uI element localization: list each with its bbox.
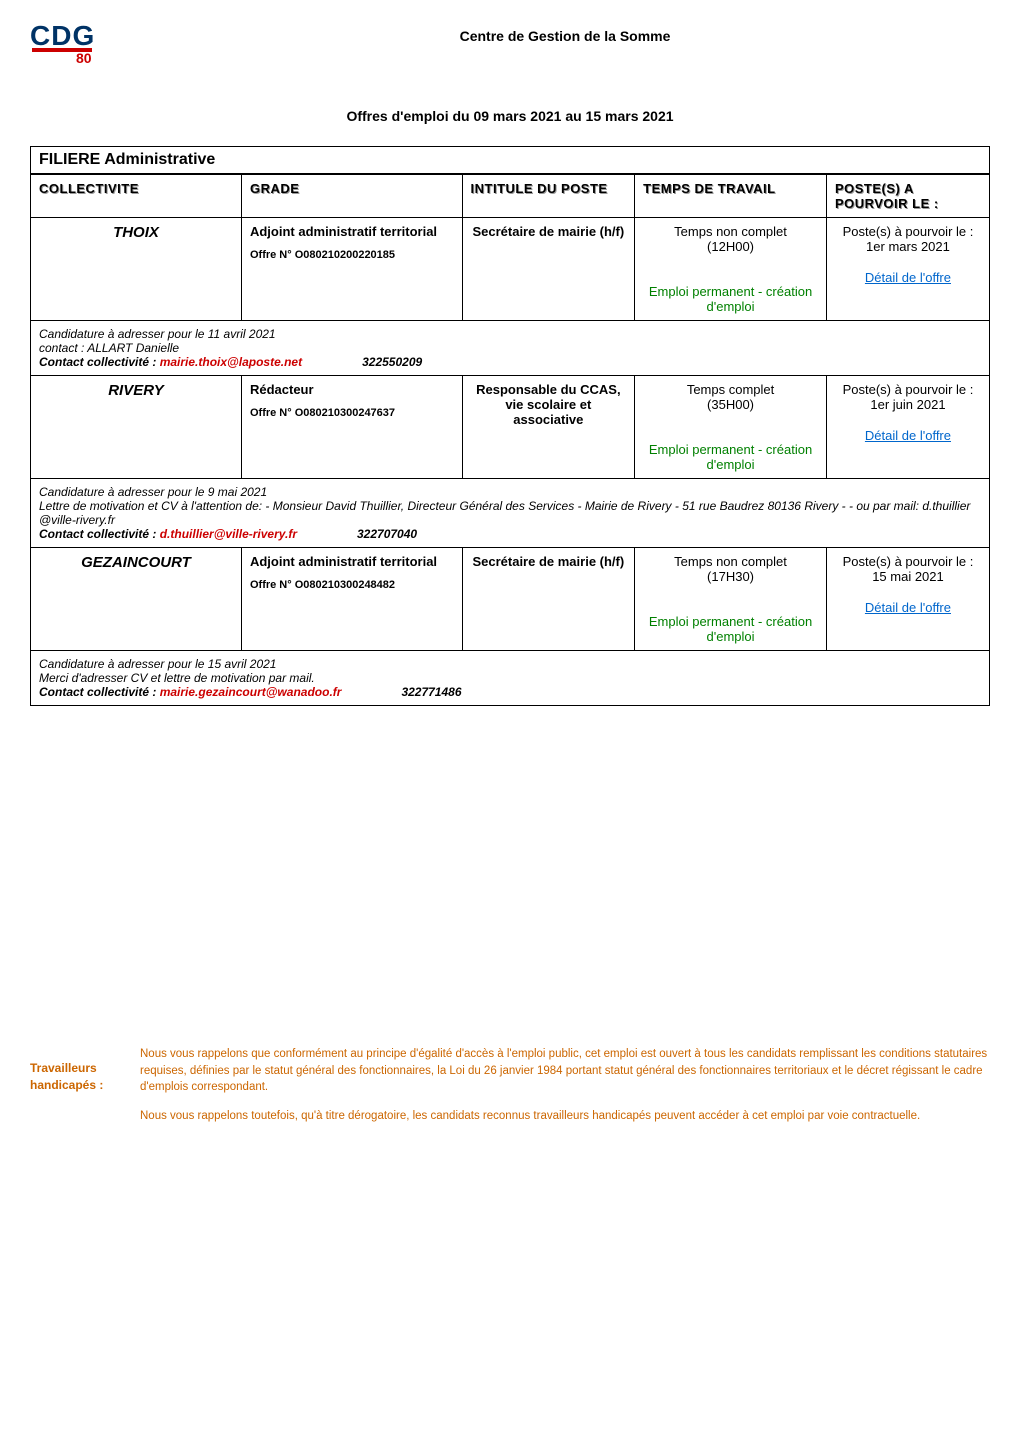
poste-cell: Poste(s) à pourvoir le :15 mai 2021 Détai… [826,548,989,651]
grade-title: Adjoint administratif territorial [250,224,454,239]
ref-code: 322707040 [357,527,417,541]
document-title: Centre de Gestion de la Somme [140,28,990,44]
logo-text: CDG [30,20,120,52]
candidature-cell: Candidature à adresser pour le 11 avril … [31,321,990,376]
contact-line: Contact collectivité : mairie.gezaincour… [39,685,981,699]
poste-info: Poste(s) à pourvoir le :1er mars 2021 [835,224,981,254]
ref-code: 322771486 [401,685,461,699]
offre-number: Offre N° O080210300248482 [250,579,454,591]
document-header: CDG 80 Centre de Gestion de la Somme [30,20,990,90]
footer-left-line2: handicapés : [30,1078,103,1092]
collectivite-cell: RIVERY [31,376,242,479]
candidature-row: Candidature à adresser pour le 11 avril … [31,321,990,376]
footer-para1: Nous vous rappelons que conformément au … [140,1046,990,1096]
candidature-deadline: Candidature à adresser pour le 9 mai 202… [39,485,981,499]
temps-text: Temps non complet(12H00) [643,224,818,254]
footer-left-line1: Travailleurs [30,1061,97,1075]
collectivite-cell: THOIX [31,218,242,321]
candidature-row: Candidature à adresser pour le 9 mai 202… [31,479,990,548]
ref-code: 322550209 [362,355,422,369]
poste-cell: Poste(s) à pourvoir le :1er juin 2021 Dét… [826,376,989,479]
detail-offre-link[interactable]: Détail de l'offre [835,600,981,615]
document-subtitle: Offres d'emploi du 09 mars 2021 au 15 ma… [30,108,990,124]
logo-sub: 80 [76,50,120,66]
intitule-cell: Secrétaire de mairie (h/f) [462,548,635,651]
temps-cell: Temps non complet(12H00) Emploi permanent… [635,218,827,321]
grade-cell: Rédacteur Offre N° O080210300247637 [241,376,462,479]
offre-number: Offre N° O080210300247637 [250,407,454,419]
col-poste: POSTE(S) A POURVOIR LE : [826,175,989,218]
col-grade: GRADE [241,175,462,218]
contact-line: Contact collectivité : mairie.thoix@lapo… [39,355,981,369]
collectivite-cell: GEZAINCOURT [31,548,242,651]
grade-cell: Adjoint administratif territorial Offre N… [241,218,462,321]
contact-line: Contact collectivité : d.thuillier@ville… [39,527,981,541]
footer-left-label: Travailleurs handicapés : [30,1046,140,1094]
col-intitule: INTITULE DU POSTE [462,175,635,218]
emploi-permanent-text: Emploi permanent - création d'emploi [643,284,818,314]
job-row: RIVERY Rédacteur Offre N° O080210300247637… [31,376,990,479]
temps-text: Temps non complet(17H30) [643,554,818,584]
contact-email: mairie.thoix@laposte.net [160,355,302,369]
footer-para2: Nous vous rappelons toutefois, qu'à titr… [140,1108,990,1125]
col-temps: TEMPS DE TRAVAIL [635,175,827,218]
footer-right-text: Nous vous rappelons que conformément au … [140,1046,990,1137]
table-header-row: COLLECTIVITE GRADE INTITULE DU POSTE TEM… [31,175,990,218]
footer-block: Travailleurs handicapés : Nous vous rapp… [30,1046,990,1137]
emploi-permanent-text: Emploi permanent - création d'emploi [643,442,818,472]
contact-email: mairie.gezaincourt@wanadoo.fr [160,685,342,699]
poste-info: Poste(s) à pourvoir le :15 mai 2021 [835,554,981,584]
candidature-deadline: Candidature à adresser pour le 15 avril … [39,657,981,671]
grade-title: Rédacteur [250,382,454,397]
filiere-heading: FILIERE Administrative [30,146,990,174]
temps-cell: Temps complet(35H00) Emploi permanent - c… [635,376,827,479]
candidature-cell: Candidature à adresser pour le 9 mai 202… [31,479,990,548]
job-row: THOIX Adjoint administratif territorial Of… [31,218,990,321]
grade-cell: Adjoint administratif territorial Offre N… [241,548,462,651]
candidature-detail: contact : ALLART Danielle [39,341,981,355]
candidature-detail: Merci d'adresser CV et lettre de motivat… [39,671,981,685]
offre-number: Offre N° O080210200220185 [250,249,454,261]
temps-cell: Temps non complet(17H30) Emploi permanent… [635,548,827,651]
cdg-logo: CDG 80 [30,20,120,90]
candidature-deadline: Candidature à adresser pour le 11 avril … [39,327,981,341]
emploi-permanent-text: Emploi permanent - création d'emploi [643,614,818,644]
candidature-detail: Lettre de motivation et CV à l'attention… [39,499,981,527]
intitule-cell: Responsable du CCAS, vie scolaire et ass… [462,376,635,479]
poste-info: Poste(s) à pourvoir le :1er juin 2021 [835,382,981,412]
grade-title: Adjoint administratif territorial [250,554,454,569]
poste-cell: Poste(s) à pourvoir le :1er mars 2021 Dét… [826,218,989,321]
jobs-table: COLLECTIVITE GRADE INTITULE DU POSTE TEM… [30,174,990,706]
col-collectivite: COLLECTIVITE [31,175,242,218]
temps-text: Temps complet(35H00) [643,382,818,412]
job-row: GEZAINCOURTAdjoint administratif territo… [31,548,990,651]
detail-offre-link[interactable]: Détail de l'offre [835,428,981,443]
contact-email: d.thuillier@ville-rivery.fr [160,527,297,541]
candidature-row: Candidature à adresser pour le 15 avril … [31,651,990,706]
detail-offre-link[interactable]: Détail de l'offre [835,270,981,285]
intitule-cell: Secrétaire de mairie (h/f) [462,218,635,321]
candidature-cell: Candidature à adresser pour le 15 avril … [31,651,990,706]
